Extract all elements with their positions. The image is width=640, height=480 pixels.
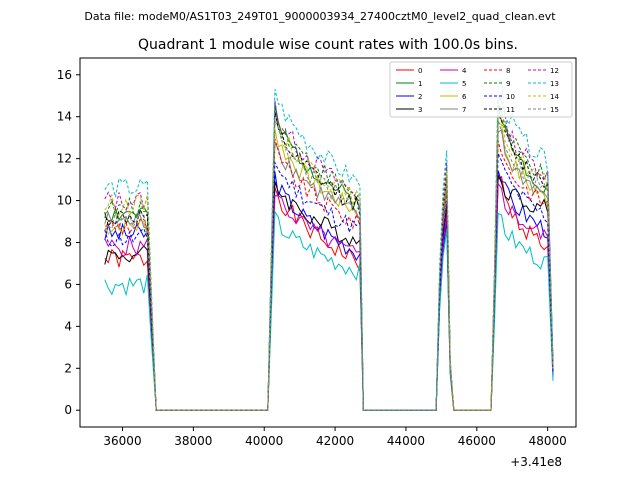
- y-tick-label: 0: [64, 403, 72, 417]
- y-tick-label: 12: [57, 152, 72, 166]
- axis-layer: 36000 38000 40000 42000 44000 46000 48000 0 2 4 6 8…: [57, 68, 567, 448]
- series-line-15: [104, 119, 554, 411]
- y-tick-label: 14: [57, 110, 72, 124]
- legend-label-8: 8: [506, 67, 510, 75]
- legend-label-14: 14: [550, 93, 559, 101]
- legend-label-2: 2: [418, 93, 422, 101]
- legend-label-10: 10: [506, 93, 515, 101]
- x-tick-label: 46000: [458, 434, 496, 448]
- y-tick-label: 8: [64, 236, 72, 250]
- y-tick-label: 16: [57, 68, 72, 82]
- x-tick-label: 48000: [529, 434, 567, 448]
- legend-label-12: 12: [550, 67, 559, 75]
- x-tick-label: 36000: [103, 434, 141, 448]
- plot-frame: [79, 57, 577, 428]
- series-line-14: [104, 106, 554, 411]
- legend-box: [389, 61, 573, 118]
- legend-label-1: 1: [418, 80, 422, 88]
- x-tick-label: 38000: [174, 434, 212, 448]
- x-tick-label: 42000: [316, 434, 354, 448]
- x-tick-label: 40000: [245, 434, 283, 448]
- y-tick-label: 6: [64, 277, 72, 291]
- x-offset-label: +3.41e8: [510, 455, 562, 469]
- legend-label-3: 3: [418, 106, 422, 114]
- legend-label-7: 7: [462, 106, 466, 114]
- legend-label-4: 4: [462, 67, 467, 75]
- legend-label-0: 0: [418, 67, 422, 75]
- legend-label-6: 6: [462, 93, 467, 101]
- legend-label-13: 13: [550, 80, 559, 88]
- legend-label-11: 11: [506, 106, 515, 114]
- y-tick-label: 4: [64, 319, 72, 333]
- legend-label-9: 9: [506, 80, 510, 88]
- series-layer: [104, 80, 554, 411]
- y-tick-label: 2: [64, 361, 72, 375]
- chart-title: Quadrant 1 module wise count rates with …: [138, 37, 518, 53]
- y-tick-label: 10: [57, 194, 72, 208]
- legend-label-5: 5: [462, 80, 466, 88]
- legend-label-15: 15: [550, 106, 559, 114]
- x-tick-label: 44000: [387, 434, 425, 448]
- chart-suptitle: Data file: modeM0/AS1T03_249T01_90000039…: [84, 10, 556, 23]
